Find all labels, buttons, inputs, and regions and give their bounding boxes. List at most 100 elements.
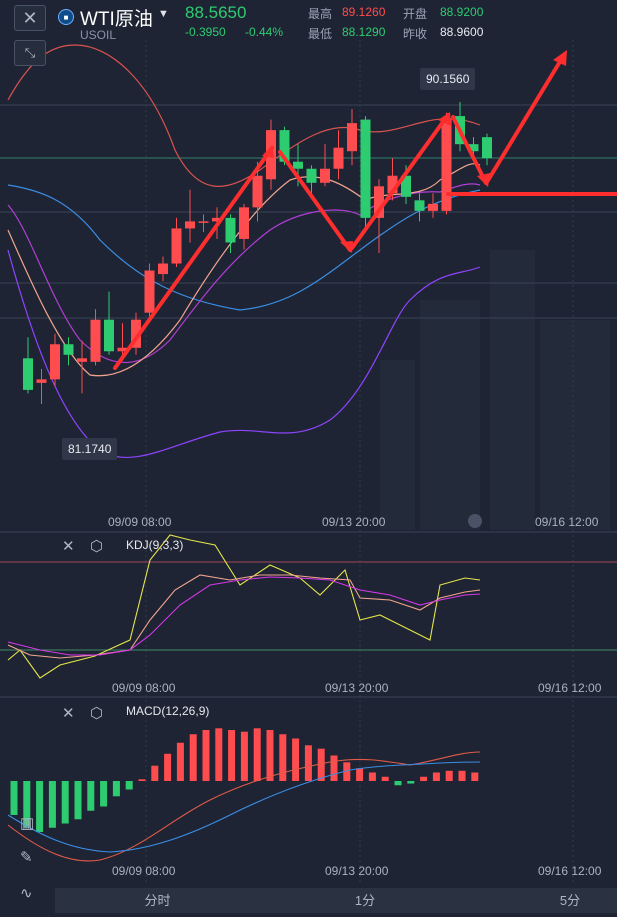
- macd-settings-icon[interactable]: ⬡: [90, 705, 104, 722]
- symbol-dropdown-icon[interactable]: ▼: [158, 8, 169, 20]
- symbol-name[interactable]: WTI原油: [80, 9, 153, 30]
- macd-bar: [292, 738, 300, 781]
- candle-down: [401, 175, 411, 197]
- candle-up: [50, 344, 60, 380]
- candle-up: [117, 347, 128, 352]
- boll-mid-line: [7, 184, 481, 311]
- min-price-tag: 81.1740: [62, 438, 118, 460]
- arrow-up-3: [485, 53, 566, 184]
- macd-bar: [189, 734, 197, 781]
- tab-5min[interactable]: 5分: [559, 893, 581, 908]
- macd-bar: [112, 781, 120, 797]
- close-icon: ✕: [22, 7, 38, 28]
- candle-up: [185, 221, 195, 229]
- macd-bar: [240, 731, 248, 781]
- macd-bar: [266, 730, 274, 781]
- candle-up: [144, 270, 155, 313]
- macd-bar: [61, 781, 69, 824]
- low-value: 88.1290: [342, 25, 386, 39]
- candle-up: [320, 168, 330, 183]
- collapse-button[interactable]: ⤡: [14, 40, 46, 66]
- price-change-percent: -0.44%: [245, 25, 284, 39]
- open-label: 开盘: [403, 7, 428, 21]
- main-date-1: 09/09 08:00: [108, 515, 172, 529]
- last-price: 88.5650: [185, 3, 247, 22]
- macd-bar: [228, 730, 236, 781]
- macd-bar: [74, 781, 82, 820]
- macd-bar: [317, 748, 325, 781]
- macd-lines: [7, 751, 481, 862]
- candle-up: [252, 175, 263, 208]
- candle-up: [77, 358, 87, 362]
- candle-tool-icon[interactable]: ▥: [20, 815, 35, 832]
- macd-bar: [215, 728, 223, 781]
- candle-up: [158, 263, 168, 275]
- candle-up: [212, 217, 222, 222]
- macd-close-icon[interactable]: ✕: [62, 705, 75, 722]
- macd-bar: [304, 745, 312, 781]
- ma-fast-line: [7, 163, 481, 377]
- macd-bar: [343, 762, 351, 781]
- boll-upper-line: [7, 44, 481, 187]
- prev-close-label: 昨收: [403, 27, 428, 41]
- candlesticks: [23, 102, 492, 404]
- max-price-tag: 90.1560: [420, 68, 476, 90]
- candle-down: [482, 137, 492, 159]
- kdj-date-1: 09/09 08:00: [112, 681, 176, 695]
- macd-bar: [279, 734, 287, 781]
- macd-bar: [445, 770, 453, 781]
- arrow-heads: [262, 50, 567, 253]
- kdj-date-2: 09/13 20:00: [325, 681, 389, 695]
- kdj-close-icon[interactable]: ✕: [62, 538, 75, 555]
- main-grid: [0, 104, 617, 698]
- macd-bar: [420, 776, 428, 781]
- macd-bar: [36, 781, 44, 832]
- candle-up: [36, 379, 47, 383]
- tab-timeshare[interactable]: 分时: [144, 893, 171, 908]
- candle-down: [23, 358, 33, 390]
- macd-bar: [253, 728, 261, 781]
- macd-bar: [138, 779, 146, 781]
- macd-bar: [356, 768, 364, 781]
- pen-tool-icon[interactable]: ✎: [20, 849, 33, 866]
- scroll-indicator-dot[interactable]: [468, 514, 482, 528]
- macd-bar: [151, 765, 159, 781]
- candle-up: [239, 207, 249, 239]
- macd-bar: [368, 772, 376, 781]
- macd-bar: [330, 755, 338, 781]
- macd-bar: [48, 781, 56, 828]
- candle-up: [171, 228, 182, 264]
- high-value: 89.1260: [342, 5, 386, 19]
- candle-up: [374, 186, 384, 218]
- close-button[interactable]: ✕: [14, 5, 46, 31]
- candle-down: [306, 168, 317, 183]
- symbol-badge-icon: ■: [58, 9, 74, 25]
- kdj-settings-icon[interactable]: ⬡: [90, 538, 104, 555]
- macd-bar: [87, 781, 95, 811]
- kdj-j-line: [7, 534, 481, 679]
- macd-histogram: [10, 728, 479, 832]
- candle-down: [104, 319, 114, 352]
- candle-down: [279, 130, 290, 162]
- candle-up: [428, 203, 438, 211]
- macd-bar: [125, 781, 133, 790]
- candle-down: [360, 119, 371, 218]
- macd-label: MACD(12,26,9): [126, 704, 210, 718]
- macd-date-3: 09/16 12:00: [538, 864, 602, 878]
- tab-1min[interactable]: 1分: [354, 893, 376, 908]
- indicator-tool-icon[interactable]: ∿: [20, 885, 33, 902]
- main-date-2: 09/13 20:00: [322, 515, 386, 529]
- macd-dea-line: [7, 761, 481, 853]
- arrow-down-1: [278, 150, 352, 252]
- indicator-lines: [7, 44, 481, 459]
- candle-down: [293, 161, 303, 169]
- prev-close-value: 88.9600: [440, 25, 484, 39]
- timeframe-tabs: 分时 1分 5分: [55, 888, 617, 913]
- low-label: 最低: [308, 27, 333, 41]
- candle-down: [225, 217, 236, 243]
- kdj-date-3: 09/16 12:00: [538, 681, 602, 695]
- arrow-down-2: [451, 115, 488, 185]
- kdj-lines: [0, 534, 617, 679]
- macd-bar: [100, 781, 108, 807]
